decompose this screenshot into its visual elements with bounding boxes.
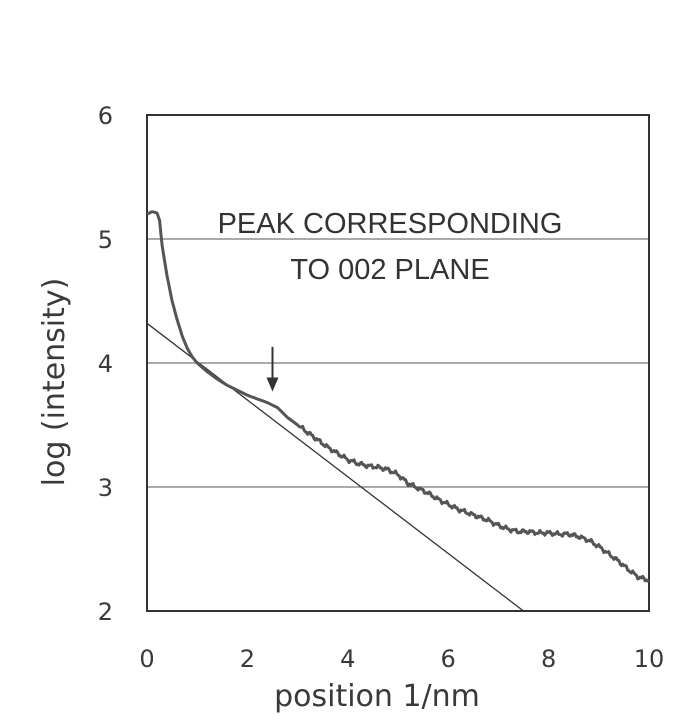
y-tick-label: 3 xyxy=(98,474,113,502)
annotation-line-2: TO 002 PLANE xyxy=(290,254,489,286)
x-tick-label: 10 xyxy=(634,645,665,673)
x-axis-label: position 1/nm xyxy=(274,679,480,714)
x-tick-label: 2 xyxy=(240,645,255,673)
y-tick-label: 2 xyxy=(98,598,113,626)
x-tick-labels: 0 2 4 6 8 10 xyxy=(139,645,664,673)
y-axis-label: log (intensity) xyxy=(37,278,72,487)
y-tick-label: 4 xyxy=(98,350,113,378)
annotation-line-1: PEAK CORRESPONDING xyxy=(218,208,563,240)
x-tick-label: 6 xyxy=(441,645,456,673)
x-tick-label: 4 xyxy=(340,645,355,673)
x-tick-label: 8 xyxy=(541,645,556,673)
y-tick-label: 6 xyxy=(98,102,113,130)
y-tick-labels: 2 3 4 5 6 xyxy=(98,102,113,626)
x-tick-label: 0 xyxy=(139,645,154,673)
y-tick-label: 5 xyxy=(98,226,113,254)
annotation-arrow-head xyxy=(267,378,279,392)
